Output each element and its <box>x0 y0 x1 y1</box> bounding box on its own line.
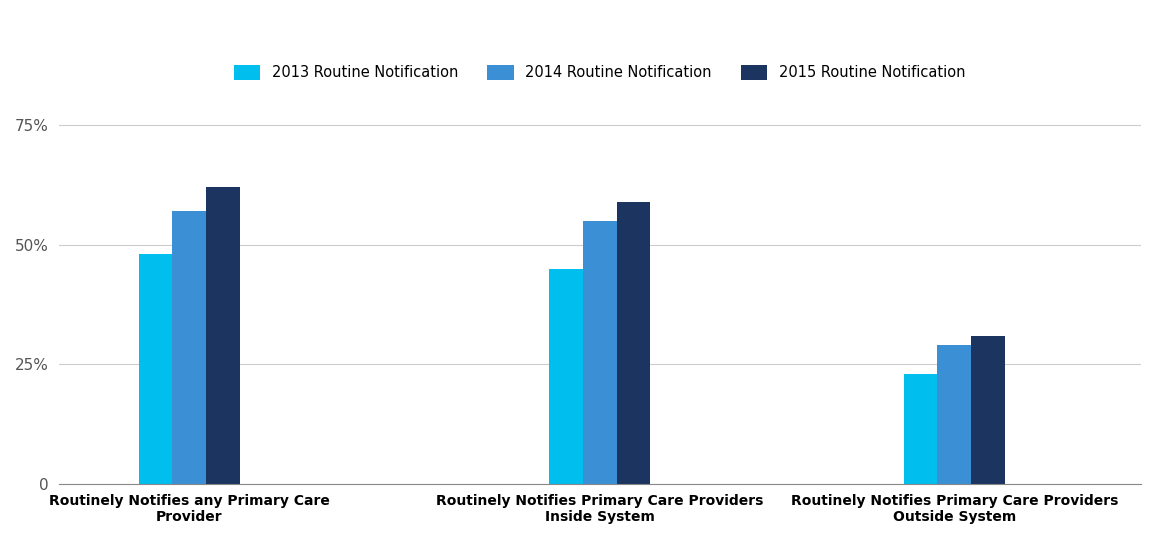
Bar <box>971 336 1005 484</box>
Bar <box>549 269 583 484</box>
Bar <box>937 345 971 484</box>
Bar <box>139 255 172 484</box>
Bar <box>904 374 937 484</box>
Bar <box>583 221 617 484</box>
Bar <box>617 202 651 484</box>
Legend: 2013 Routine Notification, 2014 Routine Notification, 2015 Routine Notification: 2013 Routine Notification, 2014 Routine … <box>228 59 971 86</box>
Bar <box>172 211 206 484</box>
Bar <box>206 188 240 484</box>
